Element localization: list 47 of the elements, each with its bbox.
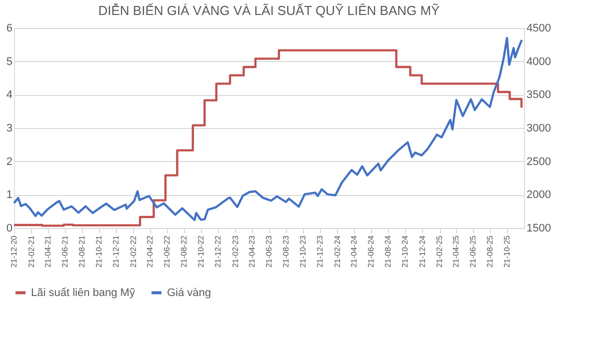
x-tick-label: 21-02-22	[128, 234, 138, 268]
x-tick-label: 21-04-25	[452, 234, 461, 268]
x-tick-label: 21-10-21	[94, 234, 104, 268]
legend-label: Giá vàng	[167, 286, 212, 299]
x-tick-label: 21-12-23	[316, 234, 324, 268]
x-tick-label: 21-12-24	[418, 234, 427, 268]
x-tick-label: 21-04-22	[145, 234, 154, 268]
y-tick-label: 2	[6, 156, 12, 168]
x-tick-label: 21-06-25	[468, 234, 478, 268]
x-tick-label: 21-06-24	[366, 234, 376, 268]
y2-tick-label: 3000	[526, 122, 551, 134]
x-tick-label: 21-08-24	[384, 234, 393, 268]
x-tick-label: 21-04-23	[247, 234, 256, 268]
x-tick-label: 21-10-25	[502, 234, 512, 268]
x-tick-label: 21-02-25	[435, 234, 444, 268]
y2-tick-label: 4500	[526, 22, 551, 34]
y2-tick-label: 1500	[526, 222, 551, 234]
x-tick-label: 21-08-21	[77, 234, 86, 268]
x-tick-label: 21-02-21	[26, 234, 36, 268]
y2-tick-label: 3500	[526, 89, 551, 102]
x-tick-label: 21-12-20	[10, 234, 18, 268]
x-tick-label: 21-06-21	[60, 234, 70, 268]
x-tick-label: 21-10-24	[400, 234, 410, 268]
y2-tick-label: 4000	[526, 56, 551, 68]
x-tick-label: 21-12-21	[112, 234, 120, 268]
chart-title: DIỄN BIẾN GIÁ VÀNG VÀ LÃI SUẤT QUỸ LIÊN BANG MỸ	[98, 3, 440, 18]
y-tick-label: 5	[6, 56, 12, 68]
x-tick-label: 21-06-22	[162, 234, 172, 268]
legend-label: Lãi suất liên bang Mỹ	[31, 286, 136, 299]
x-tick-label: 21-10-22	[196, 234, 206, 268]
x-tick-label: 21-04-24	[350, 234, 359, 268]
x-tick-label: 21-04-21	[43, 234, 52, 268]
y2-tick-label: 2000	[526, 189, 551, 202]
x-tick-label: 21-08-23	[281, 234, 290, 268]
y-tick-label: 3	[6, 122, 12, 134]
y-tick-label: 1	[6, 189, 12, 202]
x-tick-label: 21-06-23	[264, 234, 274, 268]
y-tick-label: 4	[6, 89, 12, 102]
x-tick-label: 21-02-24	[332, 234, 342, 268]
y-tick-label: 0	[6, 222, 12, 234]
x-tick-label: 21-08-25	[486, 234, 495, 268]
x-tick-label: 21-02-23	[230, 234, 240, 268]
y-tick-label: 6	[6, 22, 12, 34]
x-tick-label: 21-08-22	[179, 234, 188, 268]
x-tick-label: 21-12-22	[214, 234, 222, 268]
y2-tick-label: 2500	[526, 156, 551, 168]
x-tick-label: 21-10-23	[298, 234, 308, 268]
